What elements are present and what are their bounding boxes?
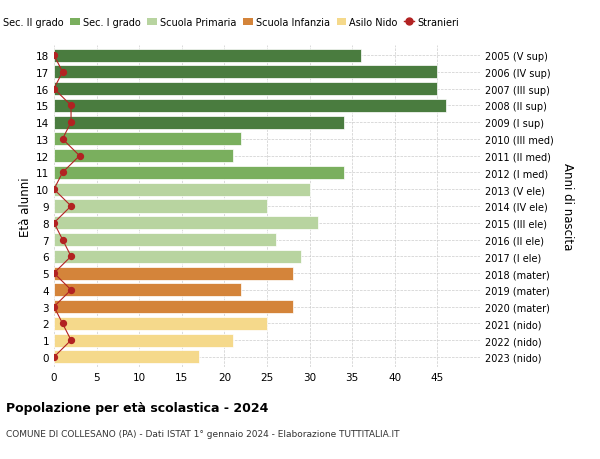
Point — [58, 69, 67, 76]
Point — [49, 353, 59, 361]
Bar — [54, 217, 318, 230]
Point — [66, 102, 76, 110]
Point — [75, 153, 85, 160]
Bar — [54, 267, 293, 280]
Point — [49, 303, 59, 311]
Bar — [54, 66, 437, 79]
Bar — [54, 150, 233, 163]
Bar — [54, 167, 344, 179]
Point — [49, 52, 59, 60]
Point — [58, 236, 67, 244]
Text: COMUNE DI COLLESANO (PA) - Dati ISTAT 1° gennaio 2024 - Elaborazione TUTTITALIA.: COMUNE DI COLLESANO (PA) - Dati ISTAT 1°… — [6, 429, 400, 438]
Point — [49, 186, 59, 194]
Bar — [54, 284, 241, 297]
Bar — [54, 301, 293, 313]
Point — [58, 320, 67, 327]
Bar — [54, 351, 199, 364]
Point — [49, 270, 59, 277]
Point — [66, 286, 76, 294]
Point — [49, 219, 59, 227]
Point — [66, 337, 76, 344]
Bar — [54, 200, 267, 213]
Bar — [54, 116, 344, 129]
Point — [49, 86, 59, 93]
Bar — [54, 83, 437, 96]
Point — [66, 119, 76, 127]
Bar — [54, 133, 241, 146]
Point — [58, 169, 67, 177]
Y-axis label: Anni di nascita: Anni di nascita — [560, 163, 574, 250]
Point — [66, 253, 76, 260]
Bar — [54, 100, 446, 112]
Legend: Sec. II grado, Sec. I grado, Scuola Primaria, Scuola Infanzia, Asilo Nido, Stran: Sec. II grado, Sec. I grado, Scuola Prim… — [0, 14, 463, 32]
Bar — [54, 183, 310, 196]
Bar — [54, 234, 275, 246]
Y-axis label: Età alunni: Età alunni — [19, 177, 32, 236]
Point — [66, 203, 76, 210]
Point — [58, 136, 67, 143]
Bar — [54, 50, 361, 62]
Bar — [54, 250, 301, 263]
Bar — [54, 334, 233, 347]
Bar — [54, 317, 267, 330]
Text: Popolazione per età scolastica - 2024: Popolazione per età scolastica - 2024 — [6, 402, 268, 414]
